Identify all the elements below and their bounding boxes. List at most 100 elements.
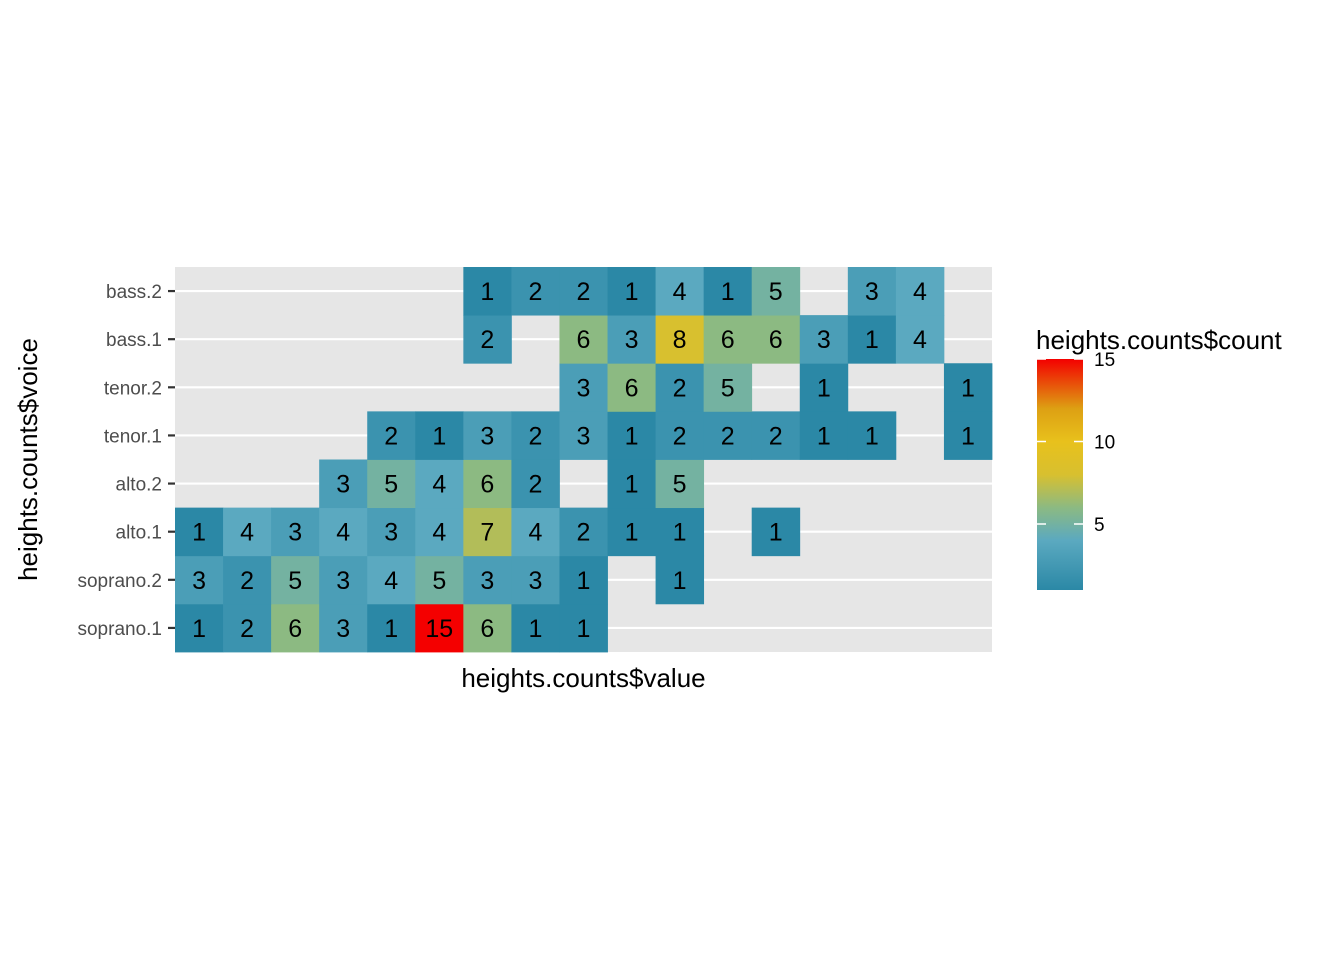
cell-value-label: 1	[625, 471, 639, 499]
heatmap-cell	[511, 555, 560, 605]
heatmap-cell	[415, 507, 464, 557]
heatmap-cell	[655, 555, 705, 605]
y-tick-label: alto.2	[116, 475, 162, 496]
cell-value-label: 1	[528, 615, 542, 643]
legend-tick-label: 10	[1094, 433, 1115, 454]
legend-tick-label: 5	[1094, 515, 1105, 536]
heatmap-cell	[559, 411, 608, 460]
cell-value-label: 3	[336, 567, 350, 595]
heatmap-cell	[367, 555, 416, 605]
cell-value-label: 2	[769, 422, 783, 450]
cell-value-label: 5	[673, 471, 687, 499]
cell-value-label: 2	[528, 278, 542, 306]
cell-value-label: 2	[577, 278, 591, 306]
heatmap-cell	[703, 411, 753, 460]
heatmap-cell	[847, 411, 897, 460]
cell-value-label: 2	[528, 422, 542, 450]
heatmap-cell	[463, 603, 512, 653]
cell-value-label: 3	[625, 326, 639, 354]
y-tick-label: tenor.2	[104, 378, 162, 399]
heatmap-cell	[463, 507, 512, 557]
heatmap-cell	[415, 555, 464, 605]
heatmap-cell	[607, 507, 656, 557]
cell-value-label: 3	[336, 471, 350, 499]
heatmap-cell	[703, 363, 753, 412]
cell-value-label: 2	[673, 422, 687, 450]
heatmap-cell	[607, 315, 656, 364]
cell-value-label: 1	[625, 278, 639, 306]
heatmap-cell	[799, 411, 849, 460]
heatmap-cell	[463, 555, 512, 605]
cell-value-label: 6	[480, 615, 494, 643]
heatmap-cell	[943, 411, 993, 460]
cell-value-label: 1	[577, 567, 591, 595]
heatmap-cell	[751, 507, 801, 557]
cell-value-label: 3	[384, 519, 398, 547]
cell-value-label: 4	[336, 519, 350, 547]
cell-value-label: 4	[384, 567, 398, 595]
cell-value-label: 3	[336, 615, 350, 643]
cell-value-label: 3	[577, 374, 591, 402]
cell-value-label: 3	[817, 326, 831, 354]
y-tick-label: soprano.1	[77, 619, 162, 640]
y-tick-label: alto.1	[116, 523, 162, 544]
heatmap-cell	[415, 603, 464, 653]
heatmap-cell	[367, 507, 416, 557]
cell-value-label: 2	[577, 519, 591, 547]
heatmap-cell	[415, 459, 464, 509]
heatmap-cell	[463, 267, 512, 316]
heatmap-cell	[655, 459, 705, 509]
cell-value-label: 4	[528, 519, 542, 547]
cell-value-label: 6	[288, 615, 302, 643]
cell-value-label: 4	[240, 519, 254, 547]
cell-value-label: 2	[528, 471, 542, 499]
heatmap-cell	[847, 315, 897, 364]
cell-value-label: 6	[577, 326, 591, 354]
heatmap-cell	[319, 507, 368, 557]
heatmap-cell	[223, 603, 272, 653]
cell-value-label: 1	[673, 567, 687, 595]
x-axis-title: heights.counts$value	[461, 663, 705, 693]
heatmap-cell	[415, 411, 464, 460]
heatmap-cell	[511, 411, 560, 460]
cell-value-label: 4	[913, 326, 927, 354]
cell-value-label: 2	[721, 422, 735, 450]
cell-value-label: 8	[673, 326, 687, 354]
heatmap-cell	[463, 315, 512, 364]
cell-value-label: 2	[673, 374, 687, 402]
cell-value-label: 1	[721, 278, 735, 306]
heatmap-cell	[895, 267, 945, 316]
heatmap-cell	[319, 555, 368, 605]
cell-value-label: 2	[480, 326, 494, 354]
cell-value-label: 1	[577, 615, 591, 643]
cell-value-label: 1	[961, 422, 975, 450]
heatmap-cell	[511, 507, 560, 557]
heatmap-cell	[511, 267, 560, 316]
heatmap-cell	[175, 507, 224, 557]
cell-value-label: 5	[288, 567, 302, 595]
cell-value-label: 15	[425, 615, 453, 643]
heatmap-cell	[655, 267, 705, 316]
y-tick-label: soprano.2	[77, 571, 162, 592]
heatmap-cell	[223, 555, 272, 605]
cell-value-label: 6	[480, 471, 494, 499]
heatmap-cell	[943, 363, 993, 412]
cell-value-label: 4	[432, 471, 446, 499]
cell-value-label: 1	[625, 519, 639, 547]
cell-value-label: 3	[480, 422, 494, 450]
heatmap-cell	[271, 555, 320, 605]
heatmap-cell	[607, 363, 656, 412]
heatmap-cell	[703, 267, 753, 316]
heatmap-cell	[655, 507, 705, 557]
heatmap-cell	[367, 459, 416, 509]
heatmap-cell	[655, 411, 705, 460]
cell-value-label: 5	[721, 374, 735, 402]
heatmap-cell	[175, 603, 224, 653]
cell-value-label: 1	[817, 422, 831, 450]
heatmap-cell	[607, 411, 656, 460]
cell-value-label: 3	[577, 422, 591, 450]
heatmap-cell	[751, 267, 801, 316]
y-tick-label: tenor.1	[104, 426, 162, 447]
heatmap-cell	[799, 315, 849, 364]
